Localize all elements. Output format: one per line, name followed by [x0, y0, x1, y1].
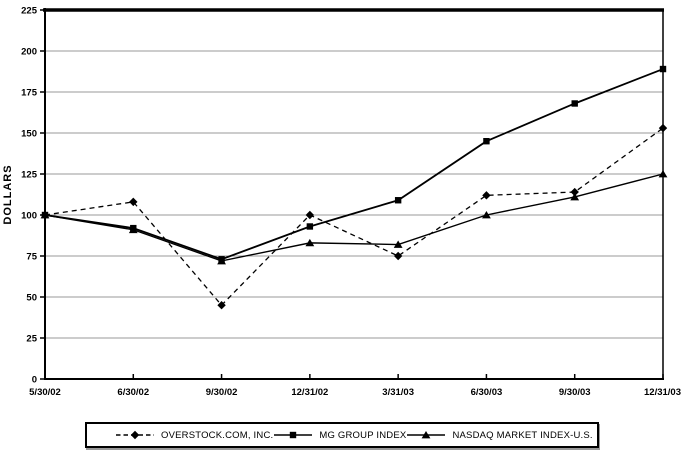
y-tick-label: 150 [21, 129, 37, 140]
legend-label-nasdaq: NASDAQ MARKET INDEX-U.S. [452, 429, 593, 441]
series-nasdaq-market-index-u-s [40, 170, 668, 265]
x-tick-label: 6/30/03 [471, 387, 503, 398]
y-axis-title: DOLLARS [2, 164, 14, 224]
y-tick-label: 100 [21, 211, 37, 222]
y-tick-label: 175 [21, 88, 38, 99]
legend-label-overstock: OVERSTOCK.COM, INC. [161, 429, 274, 441]
y-tick-label: 225 [21, 6, 38, 17]
chart-legend: OVERSTOCK.COM, INC. MG GROUP INDEX NASDA… [85, 422, 599, 448]
x-tick-label: 5/30/02 [29, 387, 61, 398]
legend-item-mg-group: MG GROUP INDEX [273, 430, 406, 441]
axes [43, 8, 664, 380]
legend-label-mg-group: MG GROUP INDEX [319, 429, 407, 441]
y-tick-label: 125 [21, 170, 38, 181]
diamond-marker-icon [116, 430, 154, 440]
x-tick-label: 3/31/03 [382, 387, 414, 398]
y-tick-label: 200 [21, 47, 37, 58]
x-tick-label: 9/30/02 [206, 387, 238, 398]
legend-item-nasdaq: NASDAQ MARKET INDEX-U.S. [406, 429, 593, 441]
x-axis: 5/30/02 6/30/02 9/30/02 12/31/02 3/31/03 6/30… [29, 374, 681, 398]
x-tick-label: 12/31/03 [644, 387, 681, 398]
y-tick-label: 25 [26, 334, 37, 345]
square-marker-icon [274, 431, 313, 439]
x-tick-label: 6/30/02 [117, 387, 149, 398]
y-tick-label: 75 [26, 252, 37, 263]
x-tick-label: 9/30/03 [559, 387, 591, 398]
y-tick-label: 0 [32, 375, 37, 386]
triangle-marker-icon [407, 431, 446, 439]
y-axis: 0 25 50 75 100 125 150 175 200 225 [21, 6, 45, 386]
series-overstock-com-inc [40, 123, 668, 310]
performance-line-chart: 0 25 50 75 100 125 150 175 200 225 5/30/02 6/30/02 9… [2, 6, 681, 399]
y-tick-label: 50 [26, 293, 37, 304]
gridlines [45, 50, 663, 339]
legend-item-overstock: OVERSTOCK.COM, INC. [115, 430, 273, 441]
x-tick-label: 12/31/02 [291, 387, 328, 398]
